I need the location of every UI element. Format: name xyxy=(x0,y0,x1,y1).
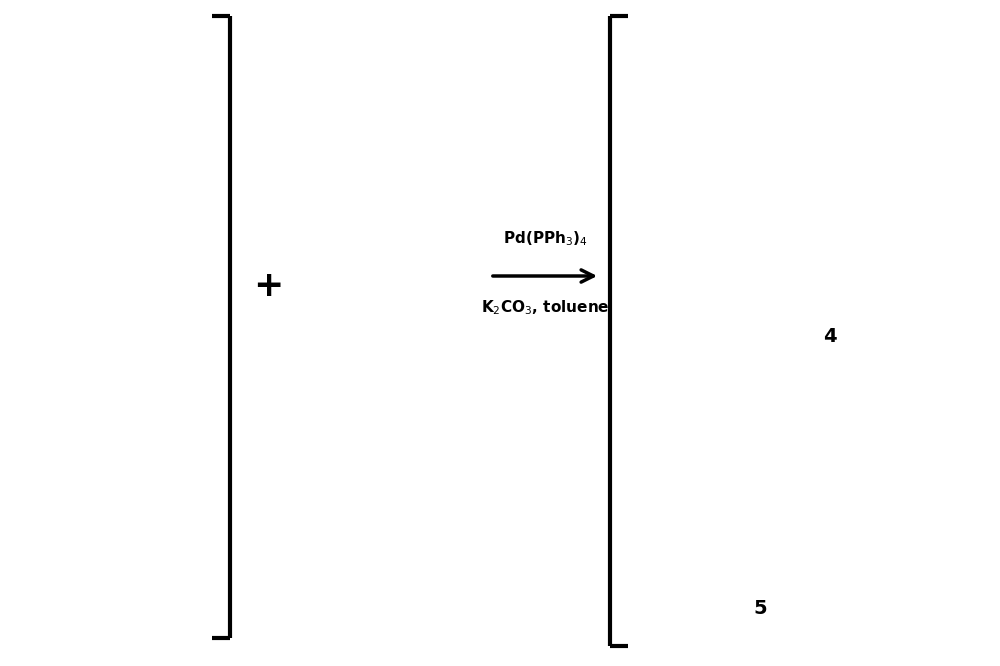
Text: 4: 4 xyxy=(823,326,837,346)
Text: 5: 5 xyxy=(753,599,767,617)
Text: Pd(PPh$_3$)$_4$: Pd(PPh$_3$)$_4$ xyxy=(503,229,587,248)
Text: +: + xyxy=(253,269,283,303)
Text: K$_2$CO$_3$, toluene: K$_2$CO$_3$, toluene xyxy=(481,298,609,317)
